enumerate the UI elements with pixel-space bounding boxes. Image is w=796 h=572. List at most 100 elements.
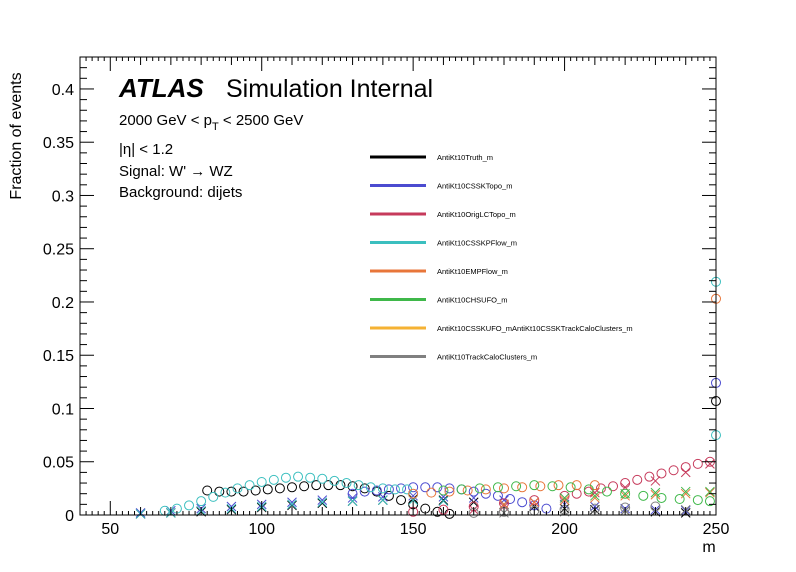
signal-point	[608, 481, 619, 492]
signal-point	[638, 490, 649, 501]
signal-point	[492, 482, 503, 493]
x-tick-label: 50	[101, 521, 119, 538]
signal-point	[680, 462, 691, 473]
signal-point	[480, 484, 491, 495]
y-tick-label: 0.05	[43, 455, 74, 472]
signal-point	[704, 496, 715, 507]
signal-point	[462, 485, 473, 496]
signal-point	[280, 472, 291, 483]
background-point	[438, 496, 449, 507]
signal-point	[196, 496, 207, 507]
signal-point	[432, 506, 443, 517]
signal-point	[377, 483, 388, 494]
signal-point	[371, 485, 382, 496]
x-tick-label: 150	[400, 521, 427, 538]
signal-point	[353, 480, 364, 491]
signal-point	[553, 480, 564, 491]
background-point	[499, 499, 509, 510]
signal-point	[214, 486, 225, 497]
y-tick-label: 0.2	[52, 295, 74, 312]
background-point	[287, 500, 297, 511]
signal-point	[408, 488, 419, 499]
signal-point	[244, 480, 255, 491]
y-tick-label: 0.25	[43, 242, 74, 259]
signal-point	[383, 484, 394, 495]
signal-point	[184, 500, 195, 511]
y-tick-label: 0.3	[52, 188, 74, 205]
signal-point	[238, 486, 249, 497]
signal-point	[329, 475, 340, 486]
legend-label: AntiKt10CHSUFO_m	[437, 296, 507, 305]
signal-point	[268, 474, 279, 485]
signal-point	[293, 471, 304, 482]
signal-point	[656, 492, 667, 503]
x-tick-label: 200	[551, 521, 578, 538]
background-point	[226, 501, 237, 512]
signal-point	[389, 484, 400, 495]
signal-point	[583, 484, 594, 495]
signal-point	[420, 482, 431, 493]
signal-point	[547, 481, 558, 492]
signal-point	[595, 483, 606, 494]
signal-point	[365, 482, 376, 493]
signal-point	[656, 468, 667, 479]
x-tick-label: 100	[248, 521, 275, 538]
simulation-label: Simulation Internal	[226, 75, 433, 103]
signal-point	[396, 483, 407, 494]
signal-label: Signal: W' → WZ	[119, 163, 233, 180]
background-point	[317, 495, 328, 505]
background-point	[590, 501, 600, 512]
signal-point	[517, 482, 528, 493]
y-axis: 0 0.05 0.1 0.15 0.2 0.25 0.3 0.35 0.4	[43, 56, 716, 525]
signal-point	[232, 483, 243, 494]
background-label: Background: dijets	[119, 184, 242, 201]
signal-point	[480, 488, 491, 499]
signal-point	[644, 471, 655, 482]
signal-point	[347, 481, 358, 492]
signal-point	[474, 483, 485, 494]
signal-point	[220, 487, 231, 498]
signal-point	[529, 495, 540, 506]
signal-point	[432, 482, 443, 493]
background-point	[438, 495, 449, 505]
background-point	[378, 495, 388, 505]
signal-point	[565, 482, 576, 493]
background-point	[620, 490, 630, 501]
y-axis-label: Fraction of events	[8, 72, 25, 199]
background-point	[408, 494, 418, 504]
background-point	[650, 476, 661, 486]
signal-point	[601, 486, 612, 497]
background-point	[680, 488, 691, 499]
background-point	[317, 497, 328, 508]
background-point	[559, 495, 570, 505]
signal-point	[620, 488, 631, 499]
background-point	[650, 489, 661, 500]
background-point	[347, 496, 358, 507]
background-point	[287, 497, 297, 508]
background-point	[705, 486, 715, 497]
background-point	[705, 459, 715, 469]
signal-point	[274, 483, 285, 494]
atlas-label: ATLAS	[118, 73, 204, 103]
signal-point	[347, 488, 358, 499]
signal-point	[426, 487, 437, 498]
x-tick-label: 250	[703, 521, 730, 538]
legend-label: AntiKt10CSSKPFlow_m	[437, 239, 517, 248]
signal-point	[571, 480, 582, 491]
y-tick-label: 0.15	[43, 348, 74, 365]
legend-label: AntiKt10Truth_m	[437, 153, 493, 162]
signal-point	[620, 478, 631, 489]
signal-point	[444, 483, 455, 494]
signal-point	[287, 482, 297, 493]
legend-label: AntiKt10CSSKUFO_mAntiKt10CSSKTrackCaloCl…	[437, 324, 633, 333]
signal-point	[535, 481, 546, 492]
signal-point	[517, 497, 528, 508]
background-point	[680, 486, 691, 497]
legend-label: AntiKt10EMPFlow_m	[437, 267, 508, 276]
y-tick-label: 0.1	[52, 401, 74, 418]
signal-point	[674, 494, 685, 505]
plot-frame	[79, 56, 717, 516]
signal-point	[208, 491, 219, 502]
